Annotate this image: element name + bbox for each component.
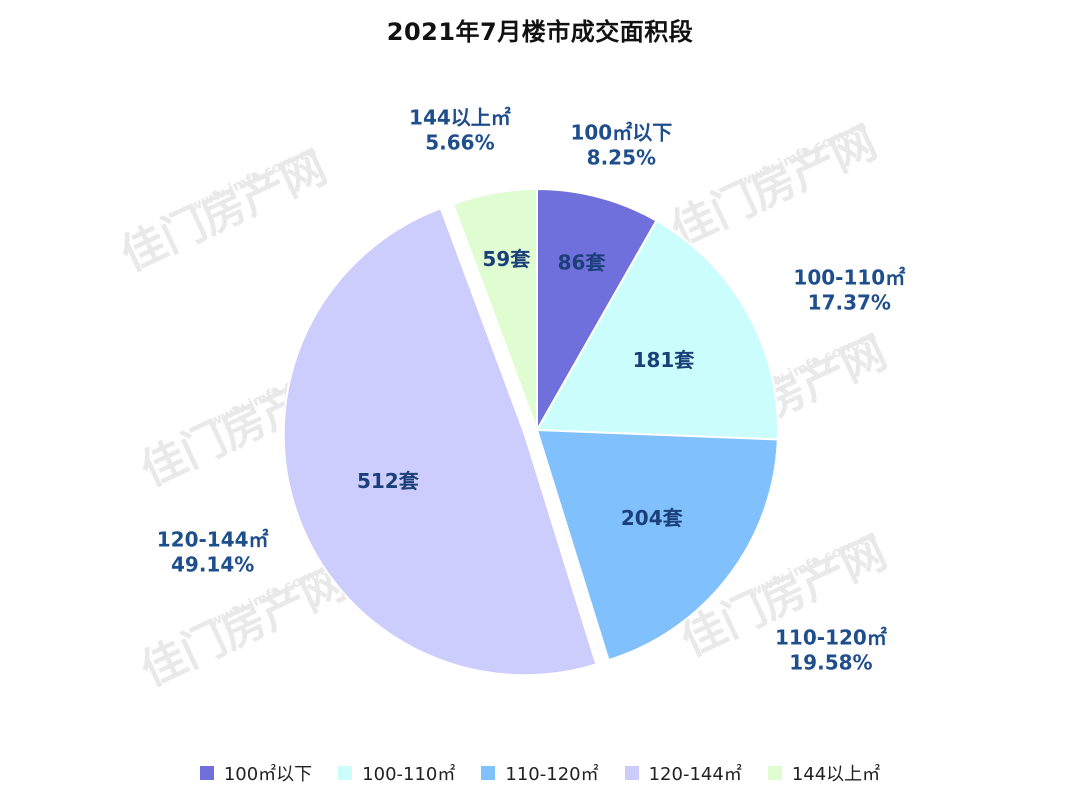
slice-percent-label: 8.25% xyxy=(587,146,656,170)
legend-swatch xyxy=(199,766,214,780)
legend-label: 120-144㎡ xyxy=(648,764,742,785)
slice-percent-label: 5.66% xyxy=(425,131,494,155)
legend-item: 144以上㎡ xyxy=(767,760,881,786)
legend-swatch xyxy=(767,766,782,780)
legend-item: 110-120㎡ xyxy=(481,760,599,786)
pie-slices xyxy=(282,187,779,677)
slice-count-label: 86套 xyxy=(558,250,606,274)
legend-swatch xyxy=(624,766,639,780)
slice-percent-label: 17.37% xyxy=(808,290,891,314)
legend-item: 100㎡以下 xyxy=(199,760,313,786)
pie-slice xyxy=(451,187,538,431)
slice-category-label: 120-144㎡ xyxy=(157,528,269,552)
pie-slice xyxy=(535,428,779,662)
slice-percent-label: 19.58% xyxy=(789,651,872,675)
slice-count-label: 512套 xyxy=(357,469,419,493)
slice-category-label: 144以上㎡ xyxy=(409,106,511,130)
legend: 100㎡以下 100-110㎡ 110-120㎡ 120-144㎡ 144以上㎡ xyxy=(0,760,1080,786)
pie-slice xyxy=(282,206,598,677)
legend-label: 110-120㎡ xyxy=(505,764,599,785)
legend-label: 100-110㎡ xyxy=(362,764,456,785)
chart-title: 2021年7月楼市成交面积段 xyxy=(386,18,694,46)
legend-label: 144以上㎡ xyxy=(791,764,881,785)
slice-percent-label: 49.14% xyxy=(171,553,254,577)
pie-slice xyxy=(536,187,658,434)
slice-count-label: 59套 xyxy=(482,247,530,271)
slice-category-label: 100㎡以下 xyxy=(570,121,672,145)
legend-item: 100-110㎡ xyxy=(338,760,455,786)
legend-label: 100㎡以下 xyxy=(223,764,313,785)
slice-category-label: 100-110㎡ xyxy=(793,265,905,289)
slice-count-label: 204套 xyxy=(621,506,683,530)
slice-count-label: 181套 xyxy=(633,348,695,372)
legend-swatch xyxy=(338,766,353,780)
pie-slice xyxy=(535,219,779,441)
legend-swatch xyxy=(481,766,496,780)
slice-category-label: 110-120㎡ xyxy=(775,626,887,650)
legend-item: 120-144㎡ xyxy=(624,760,742,786)
